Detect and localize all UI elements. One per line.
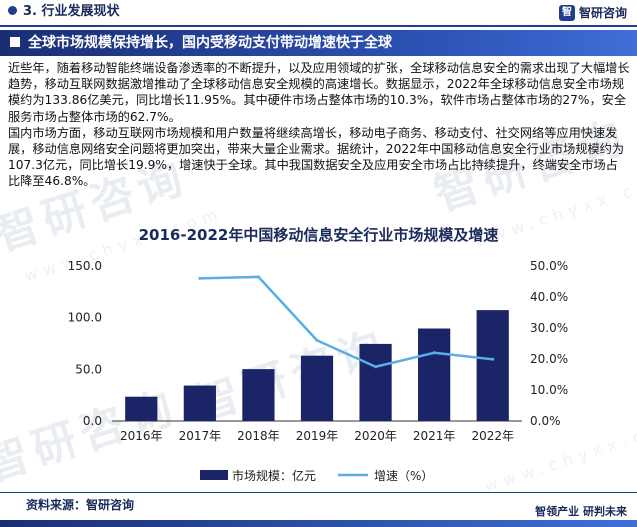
legend-line-label: 增速（%） xyxy=(374,469,433,483)
bar-2 xyxy=(242,369,275,421)
y-right-tick-label-4: 40.0% xyxy=(530,290,568,304)
x-tick-label-6: 2022年 xyxy=(471,429,514,443)
x-tick-label-3: 2019年 xyxy=(296,429,339,443)
bar-3 xyxy=(300,355,334,421)
growth-point-3 xyxy=(315,338,319,342)
x-tick-label-5: 2021年 xyxy=(413,429,456,443)
y-left-tick-label-1: 50.0 xyxy=(75,362,102,376)
y-right-tick-label-0: 0.0% xyxy=(530,414,561,428)
growth-point-1 xyxy=(198,276,202,280)
section-label-text: 3. 行业发展现状 xyxy=(23,4,120,19)
y-left-tick-label-0: 0.0 xyxy=(83,414,102,428)
logo-mark-icon: 智 xyxy=(558,4,575,21)
chart-title: 2016-2022年中国移动信息安全行业市场规模及增速 xyxy=(138,226,499,244)
footer-divider xyxy=(0,492,637,493)
legend-bar-swatch xyxy=(200,470,228,480)
x-tick-label-0: 2016年 xyxy=(120,429,163,443)
bar-1 xyxy=(183,385,216,421)
growth-point-5 xyxy=(432,351,436,355)
y-left-tick-label-2: 100.0 xyxy=(68,311,102,325)
y-left-tick-label-3: 150.0 xyxy=(68,259,102,273)
banner-title: 全球市场规模保持增长，国内受移动支付带动增速快于全球 xyxy=(28,35,392,51)
growth-point-6 xyxy=(491,357,495,361)
top-divider xyxy=(0,25,637,27)
banner-square-icon xyxy=(10,37,20,47)
body-text: 近些年，随着移动智能终端设备渗透率的不断提升，以及应用领域的扩张，全球移动信息安… xyxy=(8,60,630,190)
y-right-tick-label-5: 50.0% xyxy=(530,259,568,273)
x-tick-label-4: 2020年 xyxy=(354,429,397,443)
body-paragraph-1: 近些年，随着移动智能终端设备渗透率的不断提升，以及应用领域的扩张，全球移动信息安… xyxy=(8,61,630,124)
section-dot-icon xyxy=(8,6,17,15)
growth-point-4 xyxy=(374,365,378,369)
legend-bar-label: 市场规模：亿元 xyxy=(232,468,316,483)
bar-5 xyxy=(418,328,451,421)
bar-4 xyxy=(359,343,392,421)
x-tick-label-1: 2017年 xyxy=(179,429,222,443)
top-bar: 3. 行业发展现状 智智研咨询 xyxy=(0,0,637,26)
section-label: 3. 行业发展现状 xyxy=(8,0,120,24)
bar-0 xyxy=(125,396,158,421)
growth-point-2 xyxy=(256,275,260,279)
y-right-tick-label-3: 30.0% xyxy=(530,321,568,335)
growth-line xyxy=(199,275,493,368)
y-right-tick-label-1: 10.0% xyxy=(530,383,568,397)
source-note: 资料来源：智研咨询 xyxy=(26,498,135,512)
body-paragraph-2: 国内市场方面，移动互联网市场规模和用户数量将继续高增长，移动电子商务、移动支付、… xyxy=(8,125,625,189)
y-right-tick-label-2: 20.0% xyxy=(530,352,568,366)
x-tick-label-2: 2018年 xyxy=(237,429,280,443)
logo-text: 智研咨询 xyxy=(578,6,627,20)
brand-logo: 智智研咨询 xyxy=(558,3,627,23)
bar-6 xyxy=(476,310,509,421)
footer-slogan: 智领产业 研判未来 xyxy=(535,505,627,518)
section-banner: 全球市场规模保持增长，国内受移动支付带动增速快于全球 xyxy=(0,30,637,56)
bottom-strip xyxy=(0,520,637,527)
